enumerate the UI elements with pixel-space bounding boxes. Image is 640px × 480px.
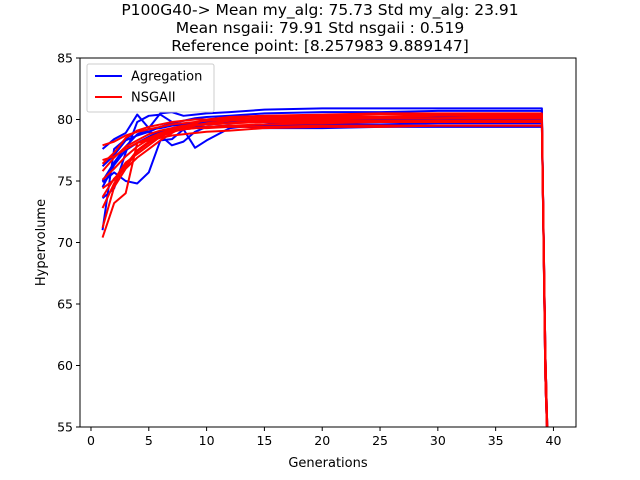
y-axis-label: Hypervolume <box>34 199 49 286</box>
legend-label-nsgaii: NSGAII <box>131 91 176 106</box>
y-axis: 55 60 65 70 75 80 85 <box>57 51 80 435</box>
x-tick-label: 25 <box>372 433 388 448</box>
legend-label-agregation: Agregation <box>131 70 202 85</box>
x-tick-label: 10 <box>199 433 215 448</box>
agregation-run-line-5 <box>101 109 548 427</box>
x-tick-label: 20 <box>314 433 330 448</box>
nsgaii-run-line-16 <box>101 120 549 427</box>
nsgaii-run-line-12 <box>101 112 548 427</box>
nsgaii-run-line-14 <box>101 119 549 427</box>
nsgaii-run-line-11 <box>101 124 549 427</box>
x-tick-label: 0 <box>87 433 95 448</box>
nsgaii-run-line-10 <box>102 113 549 427</box>
title-line-3: Reference point: [8.257983 9.889147] <box>171 37 469 55</box>
x-axis-label: Generations <box>288 456 368 471</box>
y-tick-label: 85 <box>57 51 73 66</box>
legend: Agregation NSGAII <box>86 63 215 113</box>
agregation-run-line-6 <box>101 122 549 427</box>
nsgaii-run-line-8 <box>101 117 549 427</box>
x-tick-label: 5 <box>145 433 153 448</box>
y-tick-label: 60 <box>57 358 73 373</box>
y-tick-label: 75 <box>57 174 73 189</box>
agregation-run-line-0 <box>101 116 549 427</box>
x-tick-label: 15 <box>256 433 272 448</box>
y-tick-label: 70 <box>57 235 73 250</box>
agregation-run-line-1 <box>101 117 549 427</box>
nsgaii-run-line-15 <box>101 114 548 427</box>
y-tick-label: 80 <box>57 112 73 127</box>
agregation-run-line-3 <box>101 113 549 427</box>
x-tick-label: 40 <box>546 433 562 448</box>
nsgaii-run-line-13 <box>101 116 549 427</box>
agregation-run-line-2 <box>101 107 548 427</box>
y-tick-label: 65 <box>57 297 73 312</box>
x-axis: 0 5 10 15 20 25 30 35 40 <box>87 427 561 448</box>
plot-area <box>101 107 549 427</box>
title-line-1: P100G40-> Mean my_alg: 75.73 Std my_alg:… <box>121 1 519 19</box>
y-tick-label: 55 <box>57 420 73 435</box>
x-tick-label: 30 <box>430 433 446 448</box>
x-tick-label: 35 <box>488 433 504 448</box>
title-line-2: Mean nsgaii: 79.91 Std nsgaii : 0.519 <box>175 19 465 37</box>
nsgaii-run-line-9 <box>102 119 548 427</box>
